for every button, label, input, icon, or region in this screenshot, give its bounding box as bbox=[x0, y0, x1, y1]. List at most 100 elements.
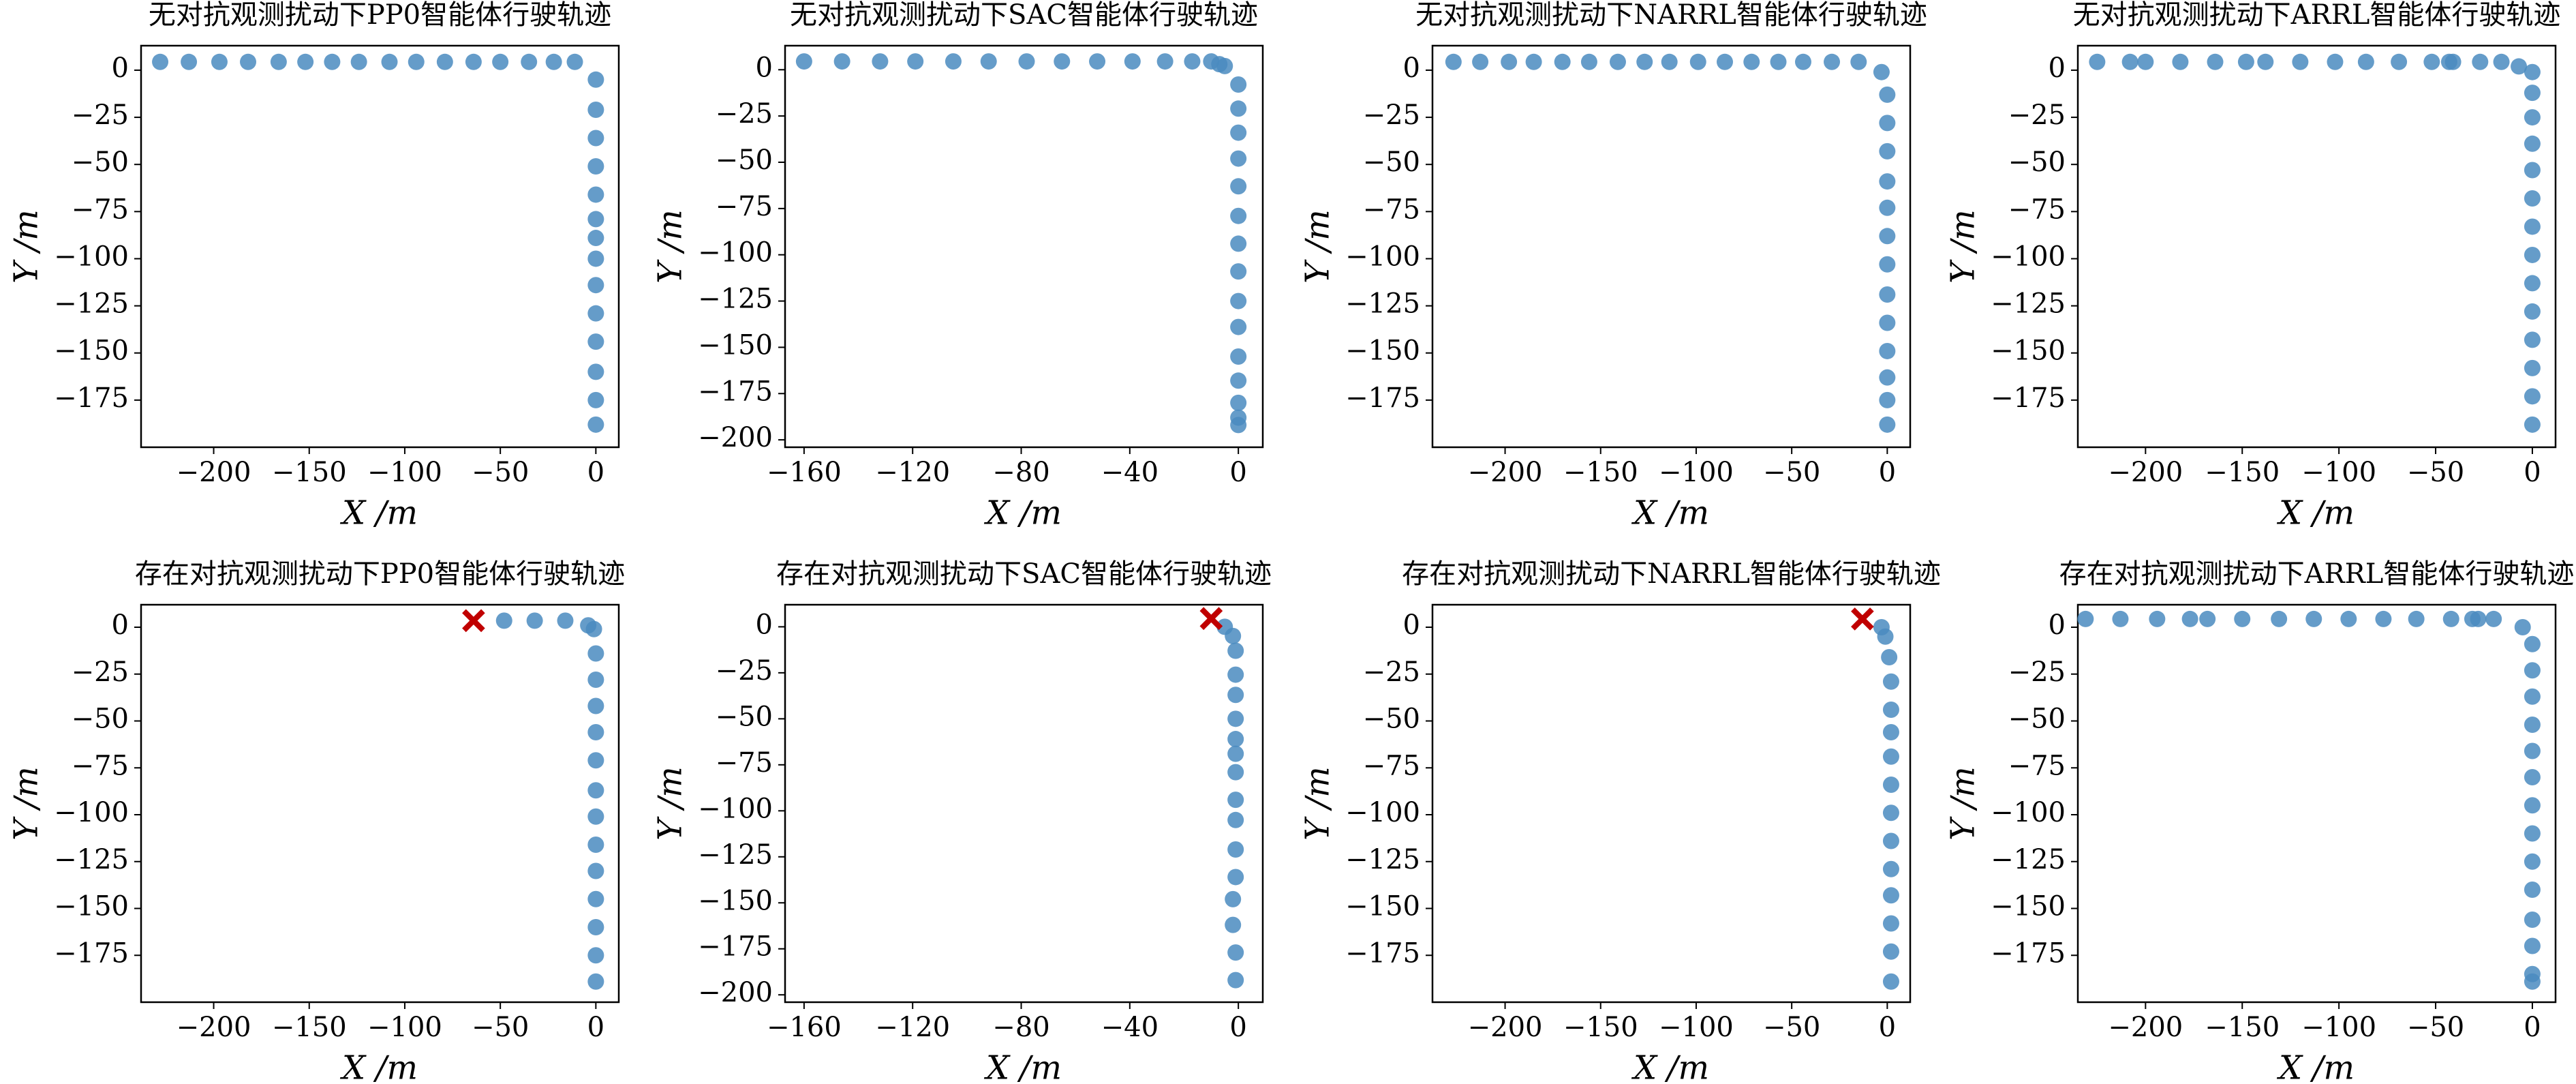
trajectory-point bbox=[2442, 610, 2459, 627]
y-axis-label: Y /m bbox=[651, 209, 690, 284]
trajectory-point bbox=[1445, 53, 1462, 70]
trajectory-point bbox=[980, 53, 997, 70]
trajectory-point bbox=[2470, 610, 2487, 627]
x-tick-label: 0 bbox=[587, 1012, 604, 1043]
trajectory-point bbox=[587, 71, 604, 88]
y-tick-label: −150 bbox=[1991, 891, 2066, 922]
y-axis-label: Y /m bbox=[1299, 209, 1337, 284]
trajectory-point bbox=[1089, 53, 1106, 70]
y-tick-label: −125 bbox=[698, 839, 773, 871]
trajectory-point bbox=[2511, 58, 2528, 75]
trajectory-point bbox=[587, 752, 604, 769]
trajectory-point bbox=[1230, 348, 1247, 365]
y-tick-label: −100 bbox=[1991, 797, 2066, 828]
y-tick-label: −50 bbox=[1363, 147, 1420, 178]
plot-frame bbox=[2076, 603, 2557, 1004]
y-tick-label: −100 bbox=[1345, 241, 1420, 272]
y-tick-label: −150 bbox=[54, 335, 129, 367]
trajectory-point bbox=[587, 947, 604, 964]
trajectory-point bbox=[833, 53, 850, 70]
trajectory-point bbox=[2524, 769, 2541, 785]
trajectory-point bbox=[1230, 76, 1247, 93]
trajectory-point bbox=[587, 672, 604, 688]
trajectory-point bbox=[587, 211, 604, 228]
chart-title: 存在对抗观测扰动下ARRL智能体行驶轨迹 bbox=[2059, 558, 2575, 590]
trajectory-point bbox=[2524, 416, 2541, 433]
y-tick-label: −50 bbox=[72, 147, 129, 178]
trajectory-point bbox=[1230, 417, 1247, 434]
y-tick-label: −125 bbox=[1345, 844, 1420, 875]
trajectory-point bbox=[2524, 359, 2541, 376]
trajectory-point bbox=[587, 157, 604, 175]
y-tick-label: −150 bbox=[1345, 891, 1420, 922]
y-tick-label: −25 bbox=[1363, 657, 1420, 688]
trajectory-point bbox=[1879, 256, 1896, 273]
trajectory-point bbox=[2524, 853, 2541, 870]
trajectory-point bbox=[2472, 53, 2489, 70]
trajectory-point bbox=[1717, 53, 1734, 70]
x-axis-label: X /m bbox=[983, 1049, 1062, 1084]
x-tick-label: −150 bbox=[2205, 457, 2280, 488]
x-tick-label: −100 bbox=[1659, 457, 1734, 488]
y-tick-label: −175 bbox=[1345, 937, 1420, 969]
trajectory-point bbox=[2524, 85, 2541, 102]
y-tick-label: −100 bbox=[54, 241, 129, 272]
plot-frame bbox=[2076, 44, 2557, 449]
y-tick-label: 0 bbox=[2049, 52, 2066, 84]
trajectory-point bbox=[1554, 53, 1571, 70]
y-tick-label: −75 bbox=[72, 194, 129, 225]
y-tick-label: −50 bbox=[72, 704, 129, 735]
trajectory-point bbox=[1227, 687, 1244, 704]
y-tick-label: −75 bbox=[716, 191, 773, 222]
x-tick-label: −160 bbox=[767, 457, 842, 488]
trajectory-point bbox=[587, 250, 604, 267]
y-axis-label: Y /m bbox=[7, 209, 46, 284]
y-axis-label: Y /m bbox=[1944, 209, 1982, 284]
trajectory-point bbox=[181, 53, 198, 70]
x-axis-label: X /m bbox=[2276, 494, 2355, 532]
trajectory-point bbox=[408, 53, 425, 70]
plot-frame bbox=[784, 603, 1264, 1004]
trajectory-point bbox=[526, 612, 543, 629]
y-tick-label: −50 bbox=[2008, 704, 2066, 735]
x-tick-label: −100 bbox=[2301, 1012, 2376, 1043]
chart-title: 无对抗观测扰动下PP0智能体行驶轨迹 bbox=[149, 0, 611, 31]
plot-frame bbox=[1431, 603, 1912, 1004]
trajectory-point bbox=[557, 612, 574, 629]
trajectory-point bbox=[2524, 388, 2541, 405]
trajectory-point bbox=[2524, 912, 2541, 928]
trajectory-point bbox=[2524, 882, 2541, 898]
trajectory-point bbox=[1882, 777, 1899, 793]
trajectory-point bbox=[1227, 710, 1244, 727]
y-tick-label: −175 bbox=[698, 376, 773, 407]
crash-marker bbox=[1199, 607, 1223, 631]
chart-title: 存在对抗观测扰动下NARRL智能体行驶轨迹 bbox=[1402, 558, 1941, 590]
x-axis-label: X /m bbox=[339, 1049, 418, 1084]
trajectory-point bbox=[2524, 717, 2541, 733]
trajectory-point bbox=[2493, 53, 2510, 70]
crash-marker bbox=[462, 609, 485, 633]
trajectory-point bbox=[1882, 673, 1899, 690]
trajectory-point bbox=[2524, 109, 2541, 126]
y-tick-label: −125 bbox=[698, 284, 773, 315]
y-axis-label: Y /m bbox=[1299, 766, 1337, 841]
trajectory-point bbox=[587, 973, 604, 990]
trajectory-point bbox=[2271, 610, 2288, 627]
y-tick-label: −125 bbox=[1345, 288, 1420, 320]
trajectory-point bbox=[1227, 972, 1244, 989]
plot-frame bbox=[140, 603, 620, 1004]
y-tick-label: −75 bbox=[72, 750, 129, 781]
trajectory-point bbox=[1879, 86, 1896, 103]
y-tick-label: −100 bbox=[698, 793, 773, 824]
x-tick-label: −200 bbox=[177, 1012, 251, 1043]
trajectory-point bbox=[152, 53, 169, 70]
y-tick-label: −25 bbox=[2008, 100, 2066, 131]
trajectory-point bbox=[1230, 292, 1247, 310]
y-tick-label: −125 bbox=[1991, 844, 2066, 875]
x-tick-label: −100 bbox=[1659, 1012, 1734, 1043]
trajectory-point bbox=[1227, 841, 1244, 858]
trajectory-point bbox=[2524, 797, 2541, 814]
trajectory-point bbox=[2357, 53, 2374, 70]
trajectory-point bbox=[1879, 228, 1896, 245]
trajectory-point bbox=[2172, 53, 2189, 70]
